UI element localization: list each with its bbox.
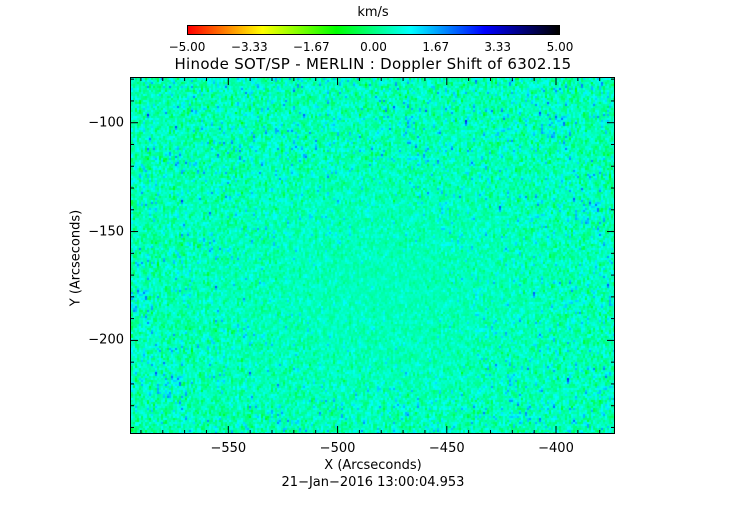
timestamp: 21−Jan−2016 13:00:04.953 [281, 475, 465, 490]
colorbar-tick-label: 0.00 [360, 40, 387, 54]
colorbar-tick-label: −3.33 [230, 40, 268, 54]
x-tick-label: −550 [210, 441, 247, 456]
y-tick-label: −150 [88, 224, 124, 240]
colorbar-tick-label: −1.67 [292, 40, 330, 54]
y-tick-label: −200 [88, 332, 124, 348]
colorbar-unit-label: km/s [357, 5, 389, 20]
colorbar-tick-label: 5.00 [546, 40, 574, 54]
colorbar-tick-label: −5.00 [168, 40, 206, 54]
colorbar [187, 25, 560, 35]
x-tick-label: −450 [428, 441, 465, 456]
x-tick-label: −400 [538, 441, 574, 456]
x-axis-label: X (Arcseconds) [324, 458, 422, 473]
doppler-map [130, 77, 615, 434]
chart-title: Hinode SOT/SP - MERLIN : Doppler Shift o… [174, 55, 572, 73]
y-tick-label: −100 [88, 115, 124, 131]
y-axis-label: Y (Arcseconds) [68, 209, 84, 307]
colorbar-tick-label: 1.67 [422, 40, 450, 54]
x-tick-label: −500 [319, 441, 356, 456]
doppler-heatmap [131, 78, 614, 433]
colorbar-tick-label: 3.33 [484, 40, 512, 54]
